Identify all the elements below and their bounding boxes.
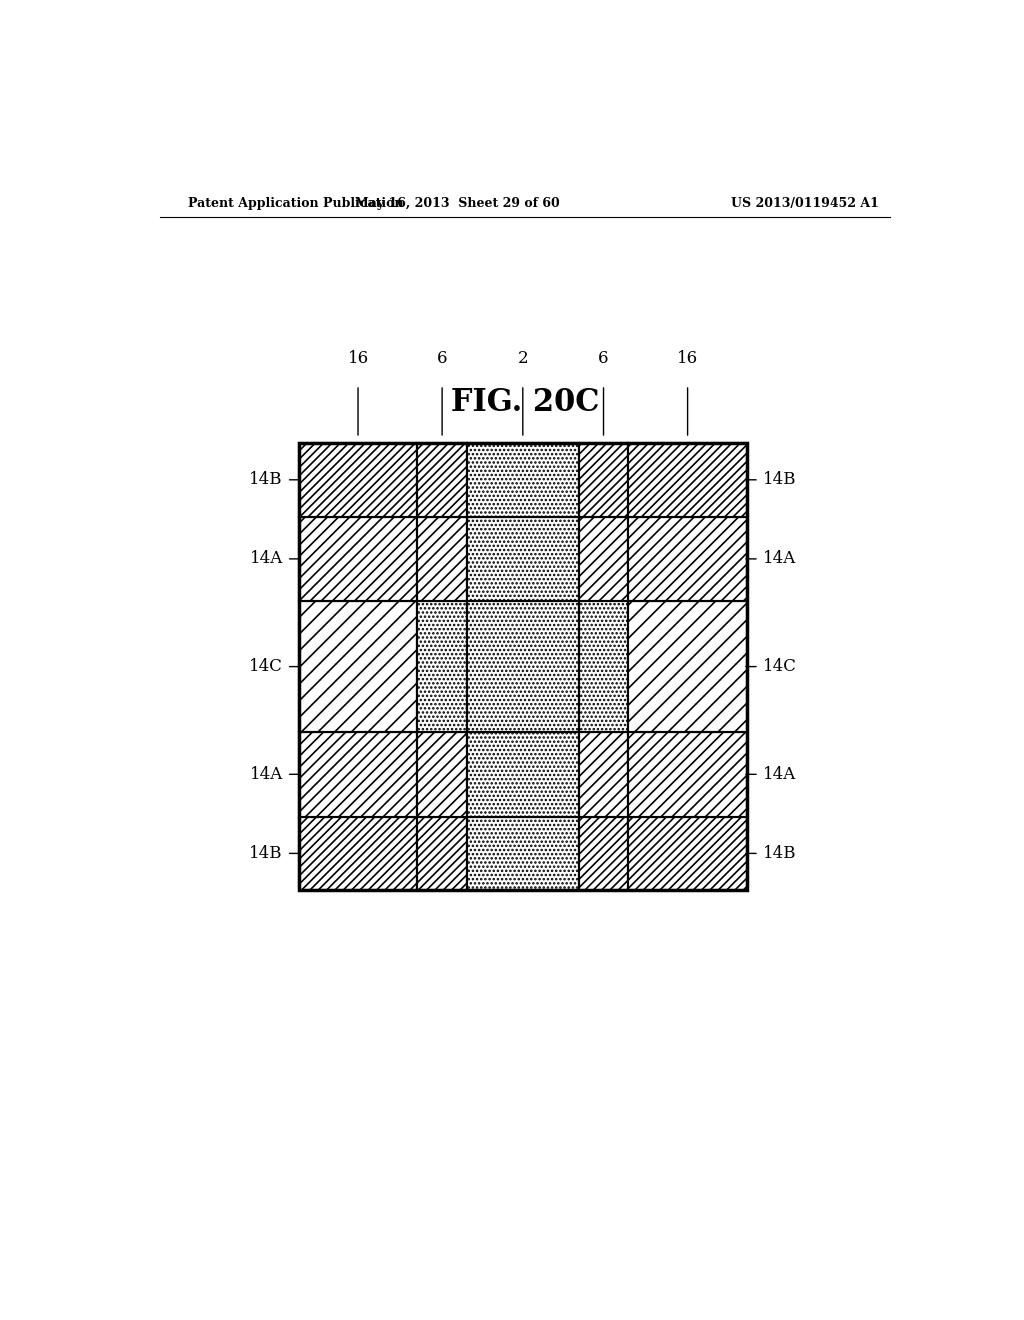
Text: 14A: 14A — [250, 550, 283, 568]
Bar — [628, 601, 748, 733]
Bar — [418, 444, 467, 516]
Text: 6: 6 — [437, 350, 447, 367]
Text: 14B: 14B — [763, 845, 797, 862]
Bar — [299, 444, 748, 890]
Text: 14A: 14A — [763, 766, 796, 783]
Bar — [579, 817, 628, 890]
Bar — [579, 601, 628, 733]
Bar — [467, 601, 579, 733]
Bar — [628, 733, 748, 817]
Text: US 2013/0119452 A1: US 2013/0119452 A1 — [731, 197, 879, 210]
Text: 6: 6 — [598, 350, 609, 367]
Bar — [418, 817, 467, 890]
Text: 14B: 14B — [763, 471, 797, 488]
Bar — [467, 444, 579, 516]
Bar — [467, 516, 579, 601]
Text: 14B: 14B — [249, 845, 283, 862]
Text: May 16, 2013  Sheet 29 of 60: May 16, 2013 Sheet 29 of 60 — [355, 197, 560, 210]
Text: 16: 16 — [347, 350, 369, 367]
Text: 2: 2 — [517, 350, 528, 367]
Bar — [299, 444, 418, 516]
Bar — [418, 601, 467, 733]
Bar — [579, 516, 628, 601]
Bar — [299, 601, 418, 733]
Bar — [467, 733, 579, 817]
Bar — [299, 817, 418, 890]
Bar — [579, 444, 628, 516]
Text: Patent Application Publication: Patent Application Publication — [187, 197, 403, 210]
Bar — [418, 733, 467, 817]
Bar — [418, 516, 467, 601]
Bar — [299, 733, 418, 817]
Bar — [579, 733, 628, 817]
Text: 16: 16 — [677, 350, 698, 367]
Text: 14B: 14B — [249, 471, 283, 488]
Text: FIG. 20C: FIG. 20C — [451, 387, 599, 418]
Bar — [628, 516, 748, 601]
Bar — [628, 817, 748, 890]
Text: 14A: 14A — [763, 550, 796, 568]
Text: 14C: 14C — [763, 659, 797, 675]
Text: 14A: 14A — [250, 766, 283, 783]
Bar — [299, 516, 418, 601]
Bar — [467, 817, 579, 890]
Text: 14C: 14C — [249, 659, 283, 675]
Bar — [628, 444, 748, 516]
